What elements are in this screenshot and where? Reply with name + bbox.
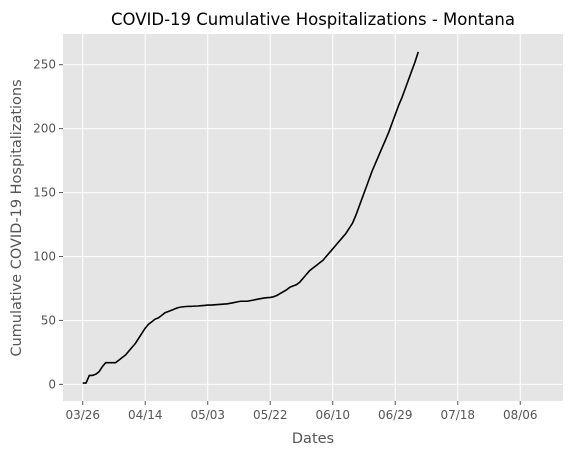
x-tick-label: 05/03 [190, 408, 225, 422]
x-tick-label: 08/06 [503, 408, 538, 422]
chart-title: COVID-19 Cumulative Hospitalizations - M… [111, 10, 515, 29]
y-tick-label: 0 [48, 377, 56, 391]
y-tick-label: 50 [41, 313, 56, 327]
y-axis: 0 50 100 150 200 250 [33, 58, 63, 391]
x-grid [82, 34, 521, 401]
x-tick-label: 05/22 [253, 408, 288, 422]
y-grid [63, 64, 563, 385]
x-tick-label: 06/10 [315, 408, 350, 422]
y-tick-label: 100 [33, 250, 56, 264]
y-tick-label: 150 [33, 186, 56, 200]
plot-area [63, 34, 563, 401]
x-tick-label: 06/29 [378, 408, 413, 422]
x-tick-label: 03/26 [65, 408, 100, 422]
x-axis: 03/26 04/14 05/03 05/22 06/10 06/29 07/18 08/06 [65, 401, 538, 422]
x-axis-label: Dates [292, 431, 334, 447]
y-tick-label: 200 [33, 122, 56, 136]
x-tick-label: 04/14 [128, 408, 163, 422]
series-line [82, 51, 420, 384]
y-tick-label: 250 [33, 58, 56, 72]
y-axis-label: Cumulative COVID-19 Hospitalizations [9, 79, 25, 356]
x-tick-label: 07/18 [440, 408, 475, 422]
